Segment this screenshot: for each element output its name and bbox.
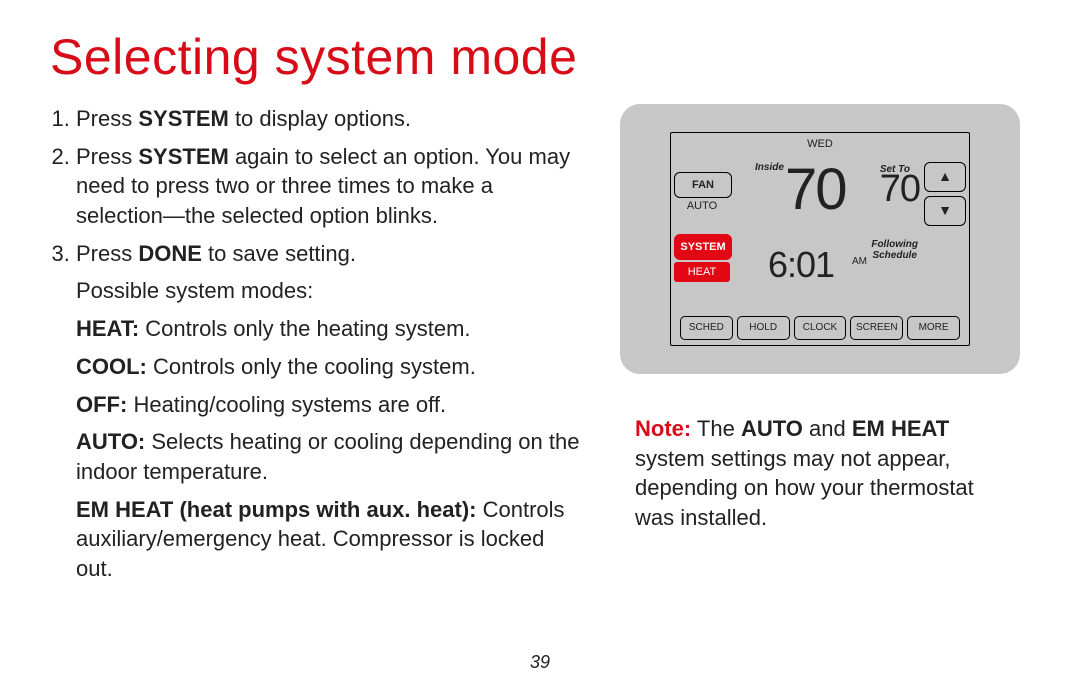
thermostat-device: WED Inside 70 Set To 70 Following Schedu… xyxy=(620,104,1020,374)
note-block: Note: The AUTO and EM HEAT system settin… xyxy=(635,414,1005,533)
setto-temp: 70 xyxy=(880,168,920,211)
mode-heat-text: Controls only the heating system. xyxy=(139,316,470,341)
step2-pre: Press xyxy=(76,144,138,169)
bottom-button-row: SCHED HOLD CLOCK SCREEN MORE xyxy=(680,316,960,340)
clock-button[interactable]: CLOCK xyxy=(794,316,847,340)
mode-off: OFF: Heating/cooling systems are off. xyxy=(76,390,580,420)
modes-intro: Possible system modes: xyxy=(76,276,580,306)
modes-block: Possible system modes: HEAT: Controls on… xyxy=(76,276,580,583)
system-mode: HEAT xyxy=(674,262,730,282)
mode-off-text: Heating/cooling systems are off. xyxy=(127,392,446,417)
note-t2: and xyxy=(803,416,852,441)
mode-auto-text: Selects heating or cooling depending on … xyxy=(76,429,579,484)
mode-cool-label: COOL: xyxy=(76,354,147,379)
inside-label: Inside xyxy=(755,162,784,173)
step1-key: SYSTEM xyxy=(138,106,228,131)
mode-emheat: EM HEAT (heat pumps with aux. heat): Con… xyxy=(76,495,580,584)
display-time: 6:01 xyxy=(768,244,834,286)
arrow-down-icon: ▼ xyxy=(938,202,952,218)
mode-off-label: OFF: xyxy=(76,392,127,417)
arrow-up-icon: ▲ xyxy=(938,168,952,184)
steps-list: Press SYSTEM to display options. Press S… xyxy=(50,104,580,268)
content-row: Press SYSTEM to display options. Press S… xyxy=(50,104,1030,592)
step1-post: to display options. xyxy=(229,106,411,131)
mode-auto-label: AUTO: xyxy=(76,429,145,454)
fan-button[interactable]: FAN xyxy=(674,172,732,198)
inside-temp: 70 xyxy=(785,156,846,223)
note-label: Note: xyxy=(635,416,691,441)
following-schedule: Following Schedule xyxy=(871,239,918,261)
manual-page: Selecting system mode Press SYSTEM to di… xyxy=(0,0,1080,687)
step3-post: to save setting. xyxy=(202,241,356,266)
left-column: Press SYSTEM to display options. Press S… xyxy=(50,104,580,592)
screen-button[interactable]: SCREEN xyxy=(850,316,903,340)
mode-heat: HEAT: Controls only the heating system. xyxy=(76,314,580,344)
step-2: Press SYSTEM again to select an option. … xyxy=(76,142,580,231)
step3-pre: Press xyxy=(76,241,138,266)
note-b1: AUTO xyxy=(741,416,803,441)
step-3: Press DONE to save setting. xyxy=(76,239,580,269)
sched-button[interactable]: SCHED xyxy=(680,316,733,340)
page-number: 39 xyxy=(530,652,550,673)
note-t1: The xyxy=(691,416,741,441)
temp-up-button[interactable]: ▲ xyxy=(924,162,966,192)
note-b2: EM HEAT xyxy=(852,416,949,441)
mode-auto: AUTO: Selects heating or cooling dependi… xyxy=(76,427,580,486)
mode-cool: COOL: Controls only the cooling system. xyxy=(76,352,580,382)
page-title: Selecting system mode xyxy=(50,28,1030,86)
mode-cool-text: Controls only the cooling system. xyxy=(147,354,476,379)
mode-emheat-label: EM HEAT (heat pumps with aux. heat): xyxy=(76,497,477,522)
following-line1: Following xyxy=(871,239,918,250)
display-day: WED xyxy=(807,138,833,150)
step3-key: DONE xyxy=(138,241,202,266)
following-line2: Schedule xyxy=(872,250,916,261)
note-t3: system settings may not appear, dependin… xyxy=(635,446,974,530)
fan-mode: AUTO xyxy=(674,200,730,212)
system-button[interactable]: SYSTEM xyxy=(674,234,732,260)
step1-pre: Press xyxy=(76,106,138,131)
right-column: WED Inside 70 Set To 70 Following Schedu… xyxy=(610,104,1030,592)
display-ampm: AM xyxy=(852,256,867,267)
hold-button[interactable]: HOLD xyxy=(737,316,790,340)
step2-key: SYSTEM xyxy=(138,144,228,169)
temp-down-button[interactable]: ▼ xyxy=(924,196,966,226)
more-button[interactable]: MORE xyxy=(907,316,960,340)
mode-heat-label: HEAT: xyxy=(76,316,139,341)
step-1: Press SYSTEM to display options. xyxy=(76,104,580,134)
